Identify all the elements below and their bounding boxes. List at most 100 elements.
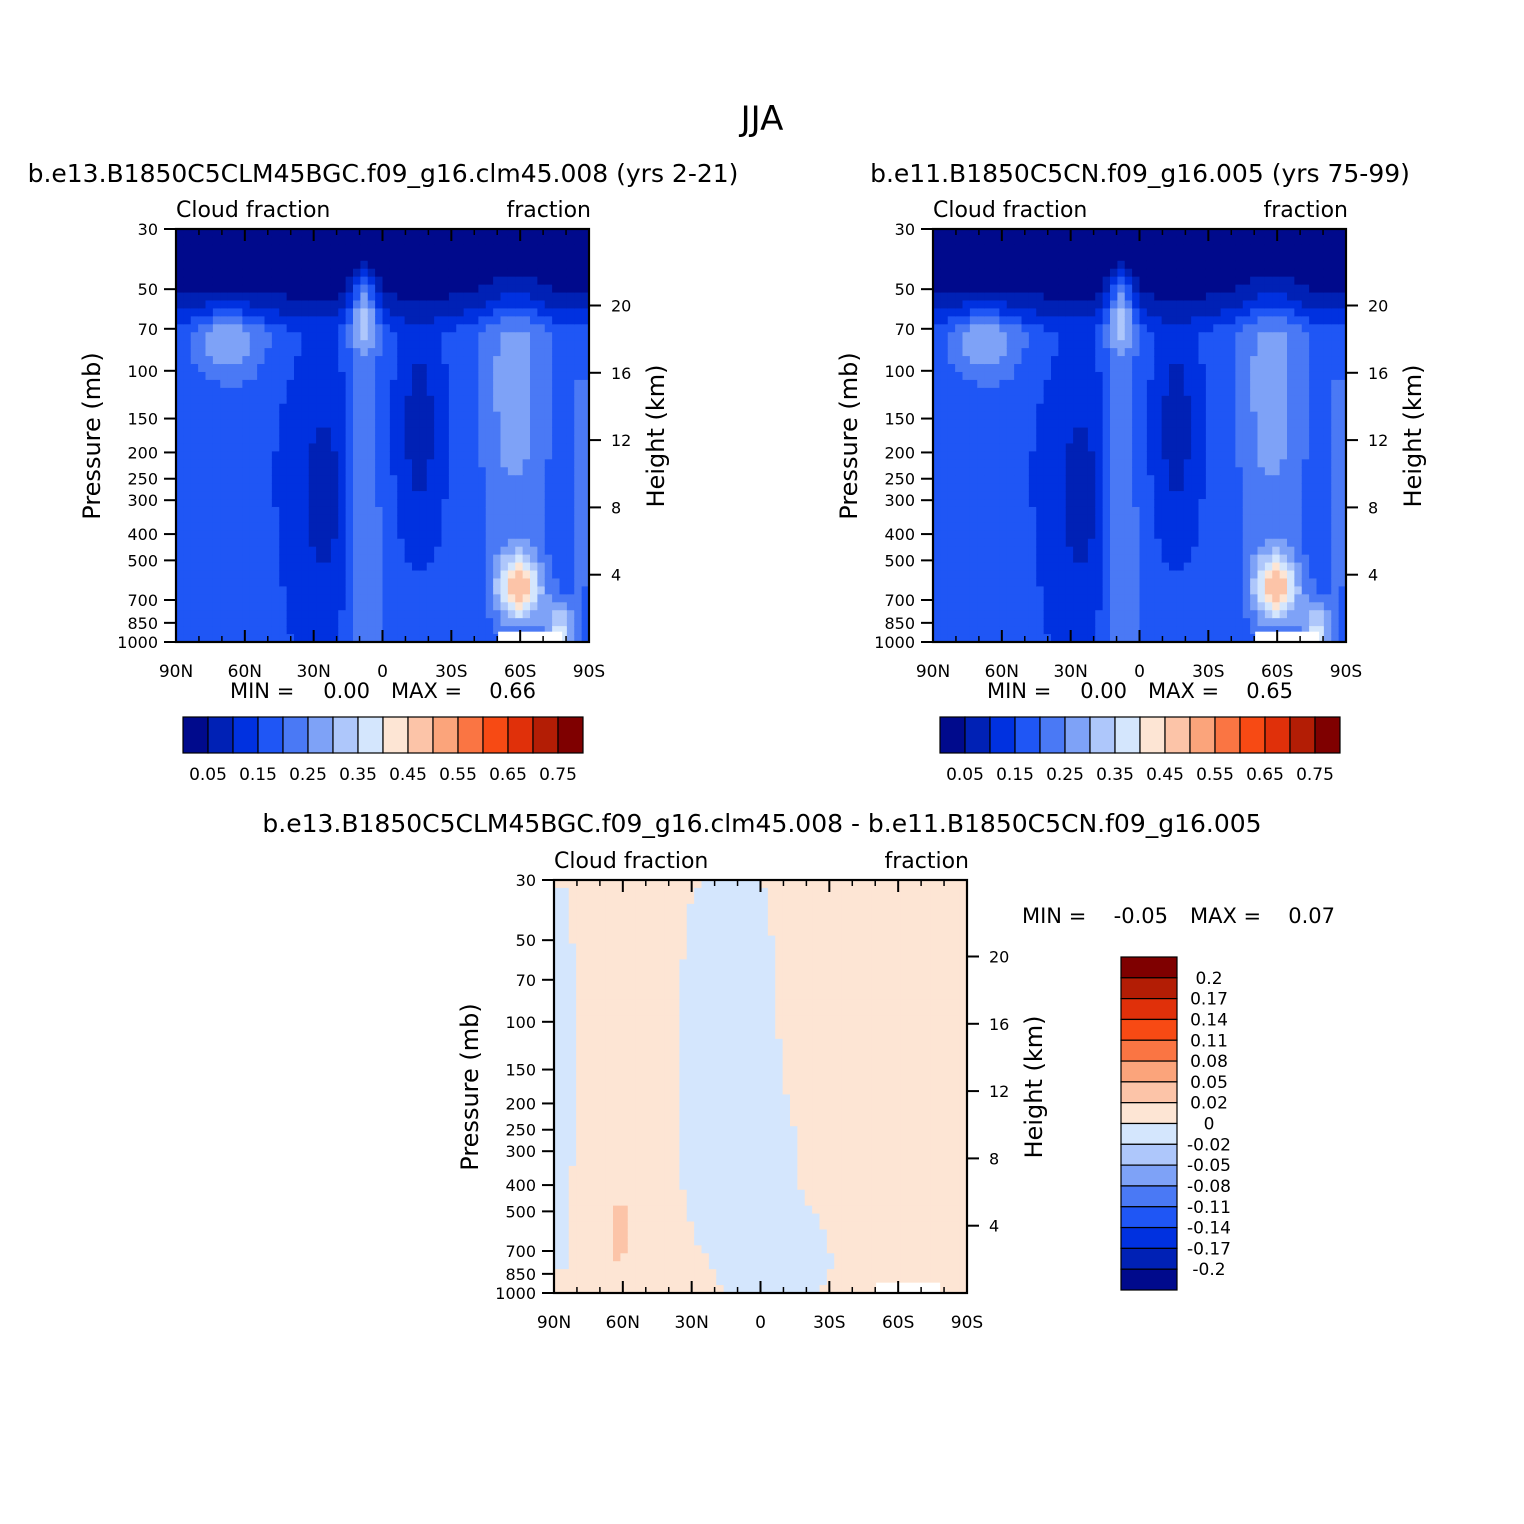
contour-cell xyxy=(999,316,1008,325)
contour-cell xyxy=(478,634,487,643)
contour-cell xyxy=(1058,427,1067,437)
contour-cell xyxy=(1080,554,1089,564)
contour-cell xyxy=(947,332,956,341)
contour-cell xyxy=(463,626,472,635)
contour-cell xyxy=(493,538,502,548)
contour-cell xyxy=(220,491,229,500)
contour-cell xyxy=(552,276,561,286)
contour-cell xyxy=(367,356,376,365)
contour-cell xyxy=(1198,435,1207,445)
contour-cell xyxy=(940,268,949,278)
contour-cell xyxy=(1117,491,1126,500)
contour-cell xyxy=(1036,332,1045,341)
contour-cell xyxy=(1176,316,1185,325)
contour-cell xyxy=(397,411,406,421)
contour-cell xyxy=(220,554,229,564)
contour-cell xyxy=(581,403,590,413)
contour-cell xyxy=(227,475,236,484)
contour-cell xyxy=(1073,332,1082,341)
contour-cell xyxy=(955,276,964,286)
contour-cell xyxy=(308,451,317,460)
contour-cell xyxy=(947,562,956,572)
contour-cell xyxy=(999,467,1008,476)
contour-cell xyxy=(286,403,295,413)
contour-cell xyxy=(294,316,302,325)
contour-cell xyxy=(367,340,376,349)
contour-cell xyxy=(544,578,553,587)
contour-cell xyxy=(1139,403,1148,413)
contour-cell xyxy=(434,586,443,595)
contour-cell xyxy=(434,578,443,587)
contour-cell xyxy=(1132,618,1141,627)
contour-cell xyxy=(515,395,524,405)
contour-cell xyxy=(992,506,1000,516)
contour-cell xyxy=(345,491,354,500)
contour-cell xyxy=(962,578,971,587)
contour-cell xyxy=(581,356,590,365)
contour-cell xyxy=(1102,499,1111,508)
contour-cell xyxy=(1176,356,1185,365)
contour-cell xyxy=(1198,348,1207,357)
contour-cell xyxy=(345,356,354,365)
contour-cell xyxy=(463,483,472,492)
contour-cell xyxy=(294,435,302,445)
contour-cell xyxy=(955,332,964,341)
contour-cell xyxy=(257,570,266,580)
contour-cell xyxy=(286,284,295,294)
contour-cell xyxy=(1006,522,1015,532)
contour-cell xyxy=(1095,443,1104,452)
contour-cell xyxy=(559,371,568,381)
contour-cell xyxy=(345,379,354,389)
contour-cell xyxy=(190,483,199,492)
contour-cell xyxy=(279,618,288,627)
contour-cell xyxy=(190,292,199,302)
contour-cell xyxy=(345,403,354,413)
contour-cell xyxy=(992,276,1000,286)
contour-cell xyxy=(947,268,956,278)
contour-cell xyxy=(227,356,236,365)
contour-cell xyxy=(962,371,971,381)
contour-cell xyxy=(1205,459,1214,468)
contour-cell xyxy=(1198,634,1207,643)
contour-cell xyxy=(500,530,509,540)
contour-cell xyxy=(235,634,243,643)
contour-cell xyxy=(559,427,568,437)
contour-cell xyxy=(367,562,376,572)
contour-cell xyxy=(286,483,295,492)
contour-cell xyxy=(389,546,398,556)
contour-cell xyxy=(977,610,986,619)
contour-cell xyxy=(1080,308,1089,317)
contour-cell xyxy=(1169,435,1177,445)
contour-cell xyxy=(353,514,361,524)
contour-cell xyxy=(404,491,413,500)
contour-cell xyxy=(330,626,339,635)
contour-cell xyxy=(382,292,391,302)
contour-cell xyxy=(522,483,531,492)
contour-cell xyxy=(969,356,978,365)
contour-cell xyxy=(353,348,361,357)
contour-cell xyxy=(574,229,583,238)
contour-cell xyxy=(493,491,502,500)
contour-cell xyxy=(1051,483,1059,492)
contour-cell xyxy=(434,483,443,492)
panel-title: b.e11.B1850C5CN.f09_g16.005 (yrs 75-99) xyxy=(870,159,1410,188)
contour-cell xyxy=(1087,371,1096,381)
contour-cell xyxy=(271,610,280,619)
contour-cell xyxy=(1117,332,1126,341)
contour-cell xyxy=(183,602,192,611)
contour-cell xyxy=(212,427,221,437)
contour-cell xyxy=(955,348,964,357)
contour-cell xyxy=(1102,459,1111,468)
contour-cell xyxy=(574,586,583,595)
contour-cell xyxy=(478,371,487,381)
contour-cell xyxy=(397,292,406,302)
contour-cell xyxy=(264,411,273,421)
contour-cell xyxy=(419,451,428,460)
contour-cell xyxy=(220,483,229,492)
contour-cell xyxy=(1058,268,1067,278)
contour-cell xyxy=(1102,586,1111,595)
contour-cell xyxy=(235,602,243,611)
contour-cell xyxy=(338,499,347,508)
contour-cell xyxy=(1028,427,1037,437)
